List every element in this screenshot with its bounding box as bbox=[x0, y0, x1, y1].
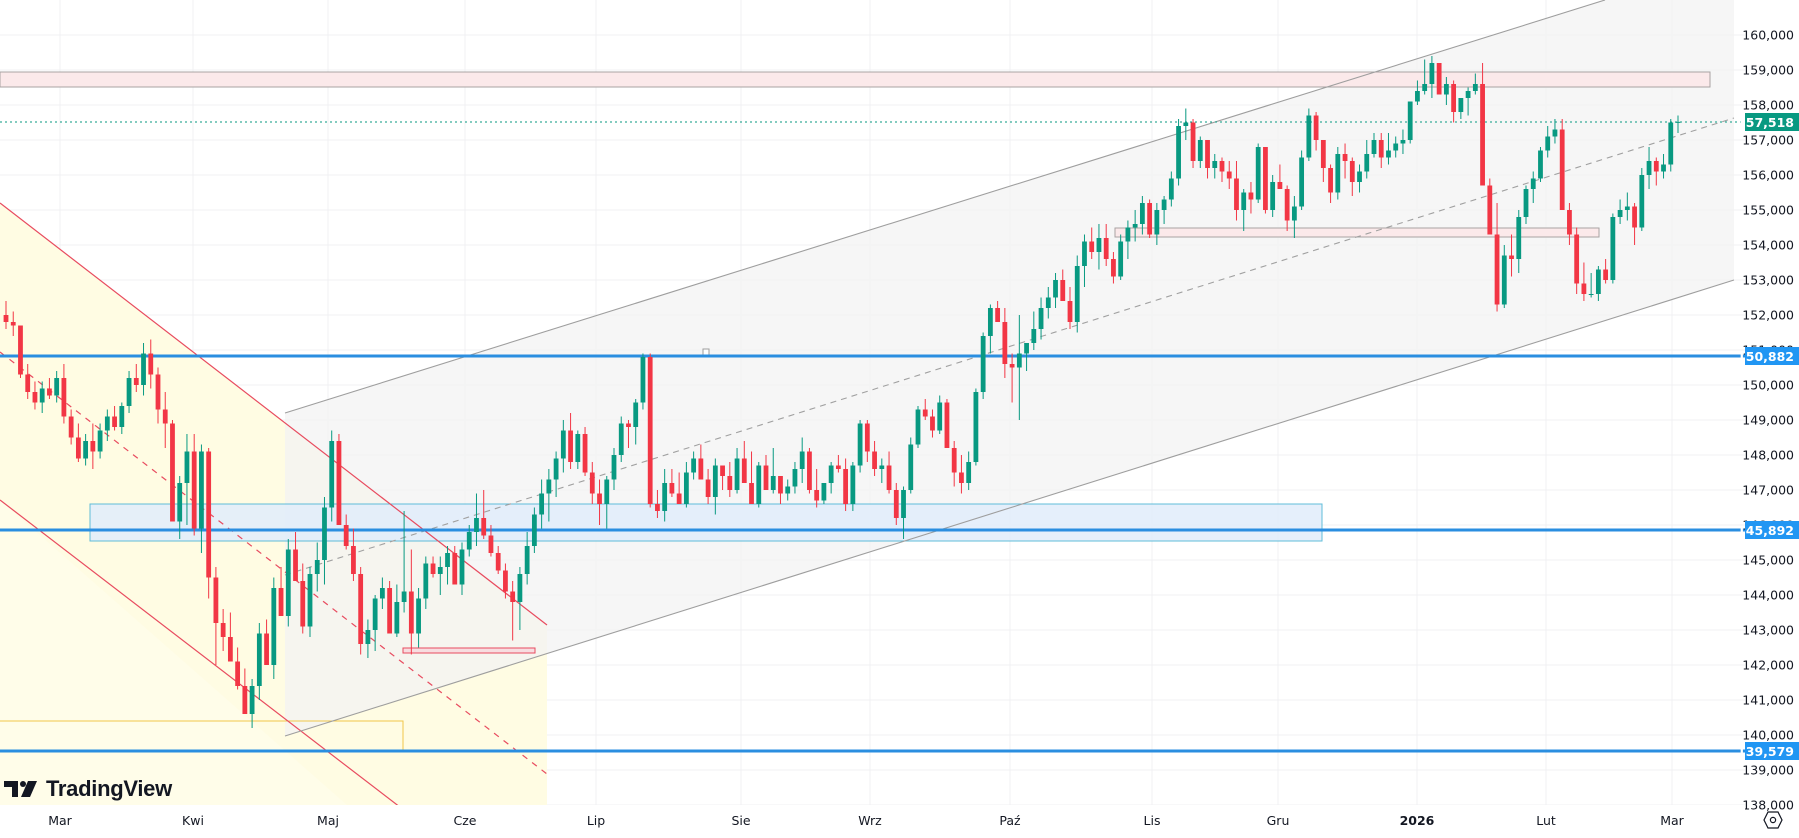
time-tick-label: Lut bbox=[1536, 813, 1556, 828]
time-tick-label: Paź bbox=[999, 813, 1021, 828]
time-tick-label: Mar bbox=[1660, 813, 1684, 828]
level-badge-139579: 139,579 bbox=[1737, 742, 1799, 760]
resistance-zone bbox=[0, 71, 1711, 88]
time-tick-label: Cze bbox=[454, 813, 477, 828]
time-tick-label: Mar bbox=[48, 813, 72, 828]
gear-icon bbox=[1763, 811, 1783, 829]
price-tick-label: 148,000 bbox=[1742, 448, 1794, 463]
svg-text:145,892: 145,892 bbox=[1737, 523, 1794, 538]
svg-text:157,518: 157,518 bbox=[1737, 115, 1794, 130]
price-tick-label: 156,000 bbox=[1742, 168, 1794, 183]
price-tick-label: 149,000 bbox=[1742, 413, 1794, 428]
level-badge-145892: 145,892 bbox=[1737, 521, 1799, 539]
time-tick-label: Sie bbox=[731, 813, 750, 828]
price-tick-label: 142,000 bbox=[1742, 658, 1794, 673]
price-tick-label: 158,000 bbox=[1742, 98, 1794, 113]
price-tick-label: 155,000 bbox=[1742, 203, 1794, 218]
price-tick-label: 160,000 bbox=[1742, 28, 1794, 43]
support-zone bbox=[89, 503, 1323, 542]
price-tick-label: 140,000 bbox=[1742, 728, 1794, 743]
time-tick-label: Maj bbox=[317, 813, 339, 828]
last-price-badge: 157,518 bbox=[1737, 113, 1799, 131]
ascending-channel-upper bbox=[284, 0, 1606, 414]
mid-zone bbox=[1114, 227, 1600, 238]
price-tick-label: 139,000 bbox=[1742, 763, 1794, 778]
price-tick-label: 138,000 bbox=[1742, 798, 1794, 813]
time-tick-label: Lis bbox=[1144, 813, 1161, 828]
time-tick-label: 2026 bbox=[1400, 813, 1435, 828]
price-tick-label: 154,000 bbox=[1742, 238, 1794, 253]
time-tick-label: Wrz bbox=[858, 813, 882, 828]
price-axis-ticks: 160,000 159,000 158,000 157,000 156,000 155,0… bbox=[1742, 28, 1794, 813]
price-tick-label: 147,000 bbox=[1742, 483, 1794, 498]
price-tick-label: 159,000 bbox=[1742, 63, 1794, 78]
price-tick-label: 153,000 bbox=[1742, 273, 1794, 288]
time-tick-label: Gru bbox=[1267, 813, 1290, 828]
tradingview-logo-icon bbox=[4, 781, 37, 797]
time-axis-ticks: Mar Kwi Maj Cze Lip Sie Wrz Paź Lis Gru 2026 Lut Mar bbox=[48, 813, 1684, 828]
price-tick-label: 145,000 bbox=[1742, 553, 1794, 568]
price-tick-label: 150,000 bbox=[1742, 378, 1794, 393]
price-tick-label: 152,000 bbox=[1742, 308, 1794, 323]
chart-settings-button[interactable] bbox=[1763, 811, 1783, 829]
time-tick-label: Kwi bbox=[182, 813, 204, 828]
ascending-channel-mid bbox=[284, 117, 1735, 576]
svg-text:139,579: 139,579 bbox=[1737, 744, 1794, 759]
time-tick-label: Lip bbox=[587, 813, 605, 828]
small-red-zone bbox=[402, 647, 536, 654]
tradingview-logo-text: TradingView bbox=[46, 776, 172, 801]
price-tick-label: 157,000 bbox=[1742, 133, 1794, 148]
price-tick-label: 143,000 bbox=[1742, 623, 1794, 638]
descending-channel-lower bbox=[0, 499, 436, 835]
candlestick-series bbox=[3, 56, 1681, 728]
marker-square bbox=[702, 348, 710, 356]
level-badge-150882: 150,882 bbox=[1737, 347, 1799, 365]
price-tick-label: 141,000 bbox=[1742, 693, 1794, 708]
svg-text:150,882: 150,882 bbox=[1737, 349, 1794, 364]
time-axis[interactable] bbox=[0, 805, 1745, 834]
ascending-channel-fill bbox=[285, 0, 1734, 736]
tradingview-logo[interactable]: TradingView bbox=[4, 774, 172, 804]
price-axis[interactable] bbox=[1745, 0, 1799, 805]
price-tick-label: 144,000 bbox=[1742, 588, 1794, 603]
